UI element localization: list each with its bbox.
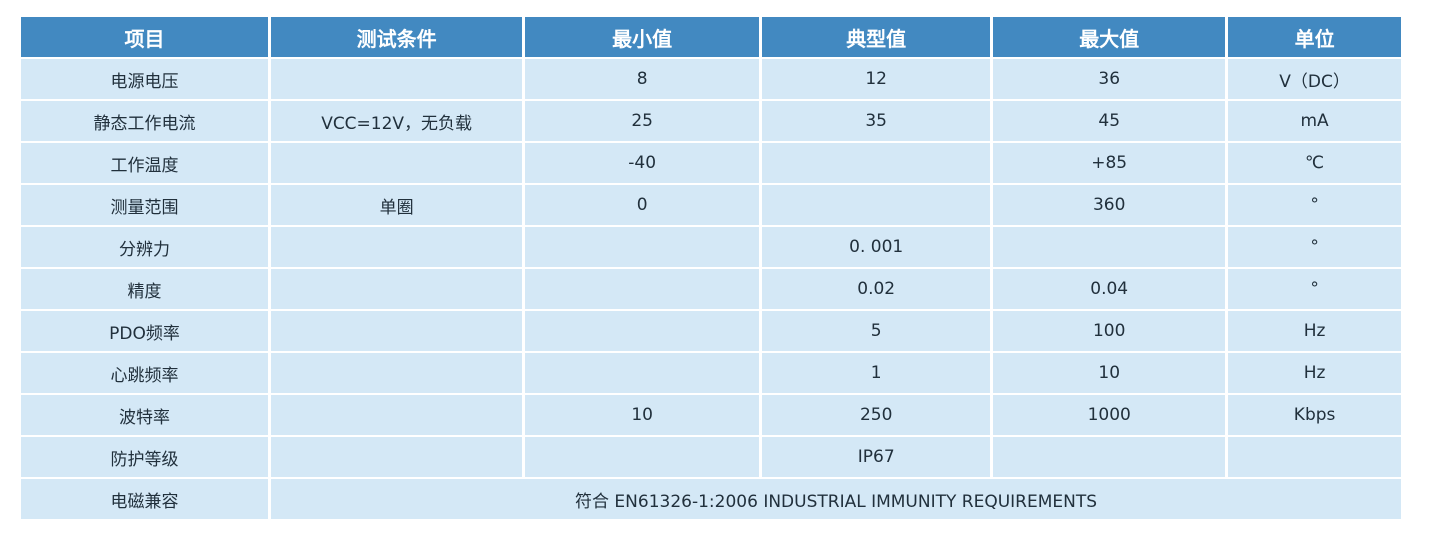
cell-typical: 35 — [762, 101, 991, 141]
cell-max — [993, 227, 1226, 267]
cell-unit: ° — [1228, 185, 1401, 225]
cell-min: -40 — [525, 143, 760, 183]
cell-unit: Kbps — [1228, 395, 1401, 435]
table-row: 防护等级 IP67 — [21, 437, 1401, 477]
cell-min: 8 — [525, 59, 760, 99]
cell-typical: 250 — [762, 395, 991, 435]
cell-max: 1000 — [993, 395, 1226, 435]
cell-condition — [271, 143, 523, 183]
table-row: 静态工作电流 VCC=12V，无负载 25 35 45 mA — [21, 101, 1401, 141]
cell-min: 25 — [525, 101, 760, 141]
cell-item: 电磁兼容 — [21, 479, 269, 519]
cell-max: 36 — [993, 59, 1226, 99]
column-header-max: 最大值 — [993, 17, 1226, 57]
cell-max: 360 — [993, 185, 1226, 225]
column-header-unit: 单位 — [1228, 17, 1401, 57]
cell-max — [993, 437, 1226, 477]
cell-item: 静态工作电流 — [21, 101, 269, 141]
cell-condition — [271, 269, 523, 309]
cell-typical — [762, 185, 991, 225]
cell-unit: mA — [1228, 101, 1401, 141]
cell-unit — [1228, 437, 1401, 477]
cell-max: 0.04 — [993, 269, 1226, 309]
cell-typical: IP67 — [762, 437, 991, 477]
cell-item: 心跳频率 — [21, 353, 269, 393]
cell-max: 45 — [993, 101, 1226, 141]
cell-item: 防护等级 — [21, 437, 269, 477]
cell-typical: 0.02 — [762, 269, 991, 309]
column-header-min: 最小值 — [525, 17, 760, 57]
cell-min — [525, 269, 760, 309]
cell-condition: 单圈 — [271, 185, 523, 225]
spec-table: 项目 测试条件 最小值 典型值 最大值 单位 电源电压 8 12 36 V（DC… — [18, 15, 1404, 521]
cell-min — [525, 311, 760, 351]
table-row: 分辨力 0. 001 ° — [21, 227, 1401, 267]
cell-min: 10 — [525, 395, 760, 435]
cell-condition — [271, 437, 523, 477]
cell-condition — [271, 353, 523, 393]
cell-condition — [271, 59, 523, 99]
column-header-condition: 测试条件 — [271, 17, 523, 57]
cell-condition: VCC=12V，无负载 — [271, 101, 523, 141]
cell-item: PDO频率 — [21, 311, 269, 351]
cell-min — [525, 227, 760, 267]
header-row: 项目 测试条件 最小值 典型值 最大值 单位 — [21, 17, 1401, 57]
cell-unit: V（DC） — [1228, 59, 1401, 99]
column-header-item: 项目 — [21, 17, 269, 57]
cell-typical: 1 — [762, 353, 991, 393]
cell-item: 精度 — [21, 269, 269, 309]
cell-unit: ° — [1228, 227, 1401, 267]
table-row: 精度 0.02 0.04 ° — [21, 269, 1401, 309]
cell-item: 测量范围 — [21, 185, 269, 225]
cell-condition — [271, 311, 523, 351]
table-row: 电源电压 8 12 36 V（DC） — [21, 59, 1401, 99]
cell-typical: 5 — [762, 311, 991, 351]
cell-min: 0 — [525, 185, 760, 225]
table-row: 工作温度 -40 +85 ℃ — [21, 143, 1401, 183]
cell-condition — [271, 395, 523, 435]
cell-min — [525, 437, 760, 477]
cell-unit: Hz — [1228, 353, 1401, 393]
cell-unit: Hz — [1228, 311, 1401, 351]
table-row: 波特率 10 250 1000 Kbps — [21, 395, 1401, 435]
column-header-typical: 典型值 — [762, 17, 991, 57]
cell-typical: 0. 001 — [762, 227, 991, 267]
cell-max: +85 — [993, 143, 1226, 183]
table-row: PDO频率 5 100 Hz — [21, 311, 1401, 351]
cell-unit: ° — [1228, 269, 1401, 309]
table-row: 测量范围 单圈 0 360 ° — [21, 185, 1401, 225]
cell-item: 工作温度 — [21, 143, 269, 183]
cell-item: 分辨力 — [21, 227, 269, 267]
cell-item: 波特率 — [21, 395, 269, 435]
cell-min — [525, 353, 760, 393]
cell-max: 100 — [993, 311, 1226, 351]
cell-max: 10 — [993, 353, 1226, 393]
table-row-emc: 电磁兼容 符合 EN61326-1:2006 INDUSTRIAL IMMUNI… — [21, 479, 1401, 519]
table-row: 心跳频率 1 10 Hz — [21, 353, 1401, 393]
cell-emc-value: 符合 EN61326-1:2006 INDUSTRIAL IMMUNITY RE… — [271, 479, 1401, 519]
cell-typical: 12 — [762, 59, 991, 99]
cell-typical — [762, 143, 991, 183]
cell-condition — [271, 227, 523, 267]
cell-unit: ℃ — [1228, 143, 1401, 183]
cell-item: 电源电压 — [21, 59, 269, 99]
